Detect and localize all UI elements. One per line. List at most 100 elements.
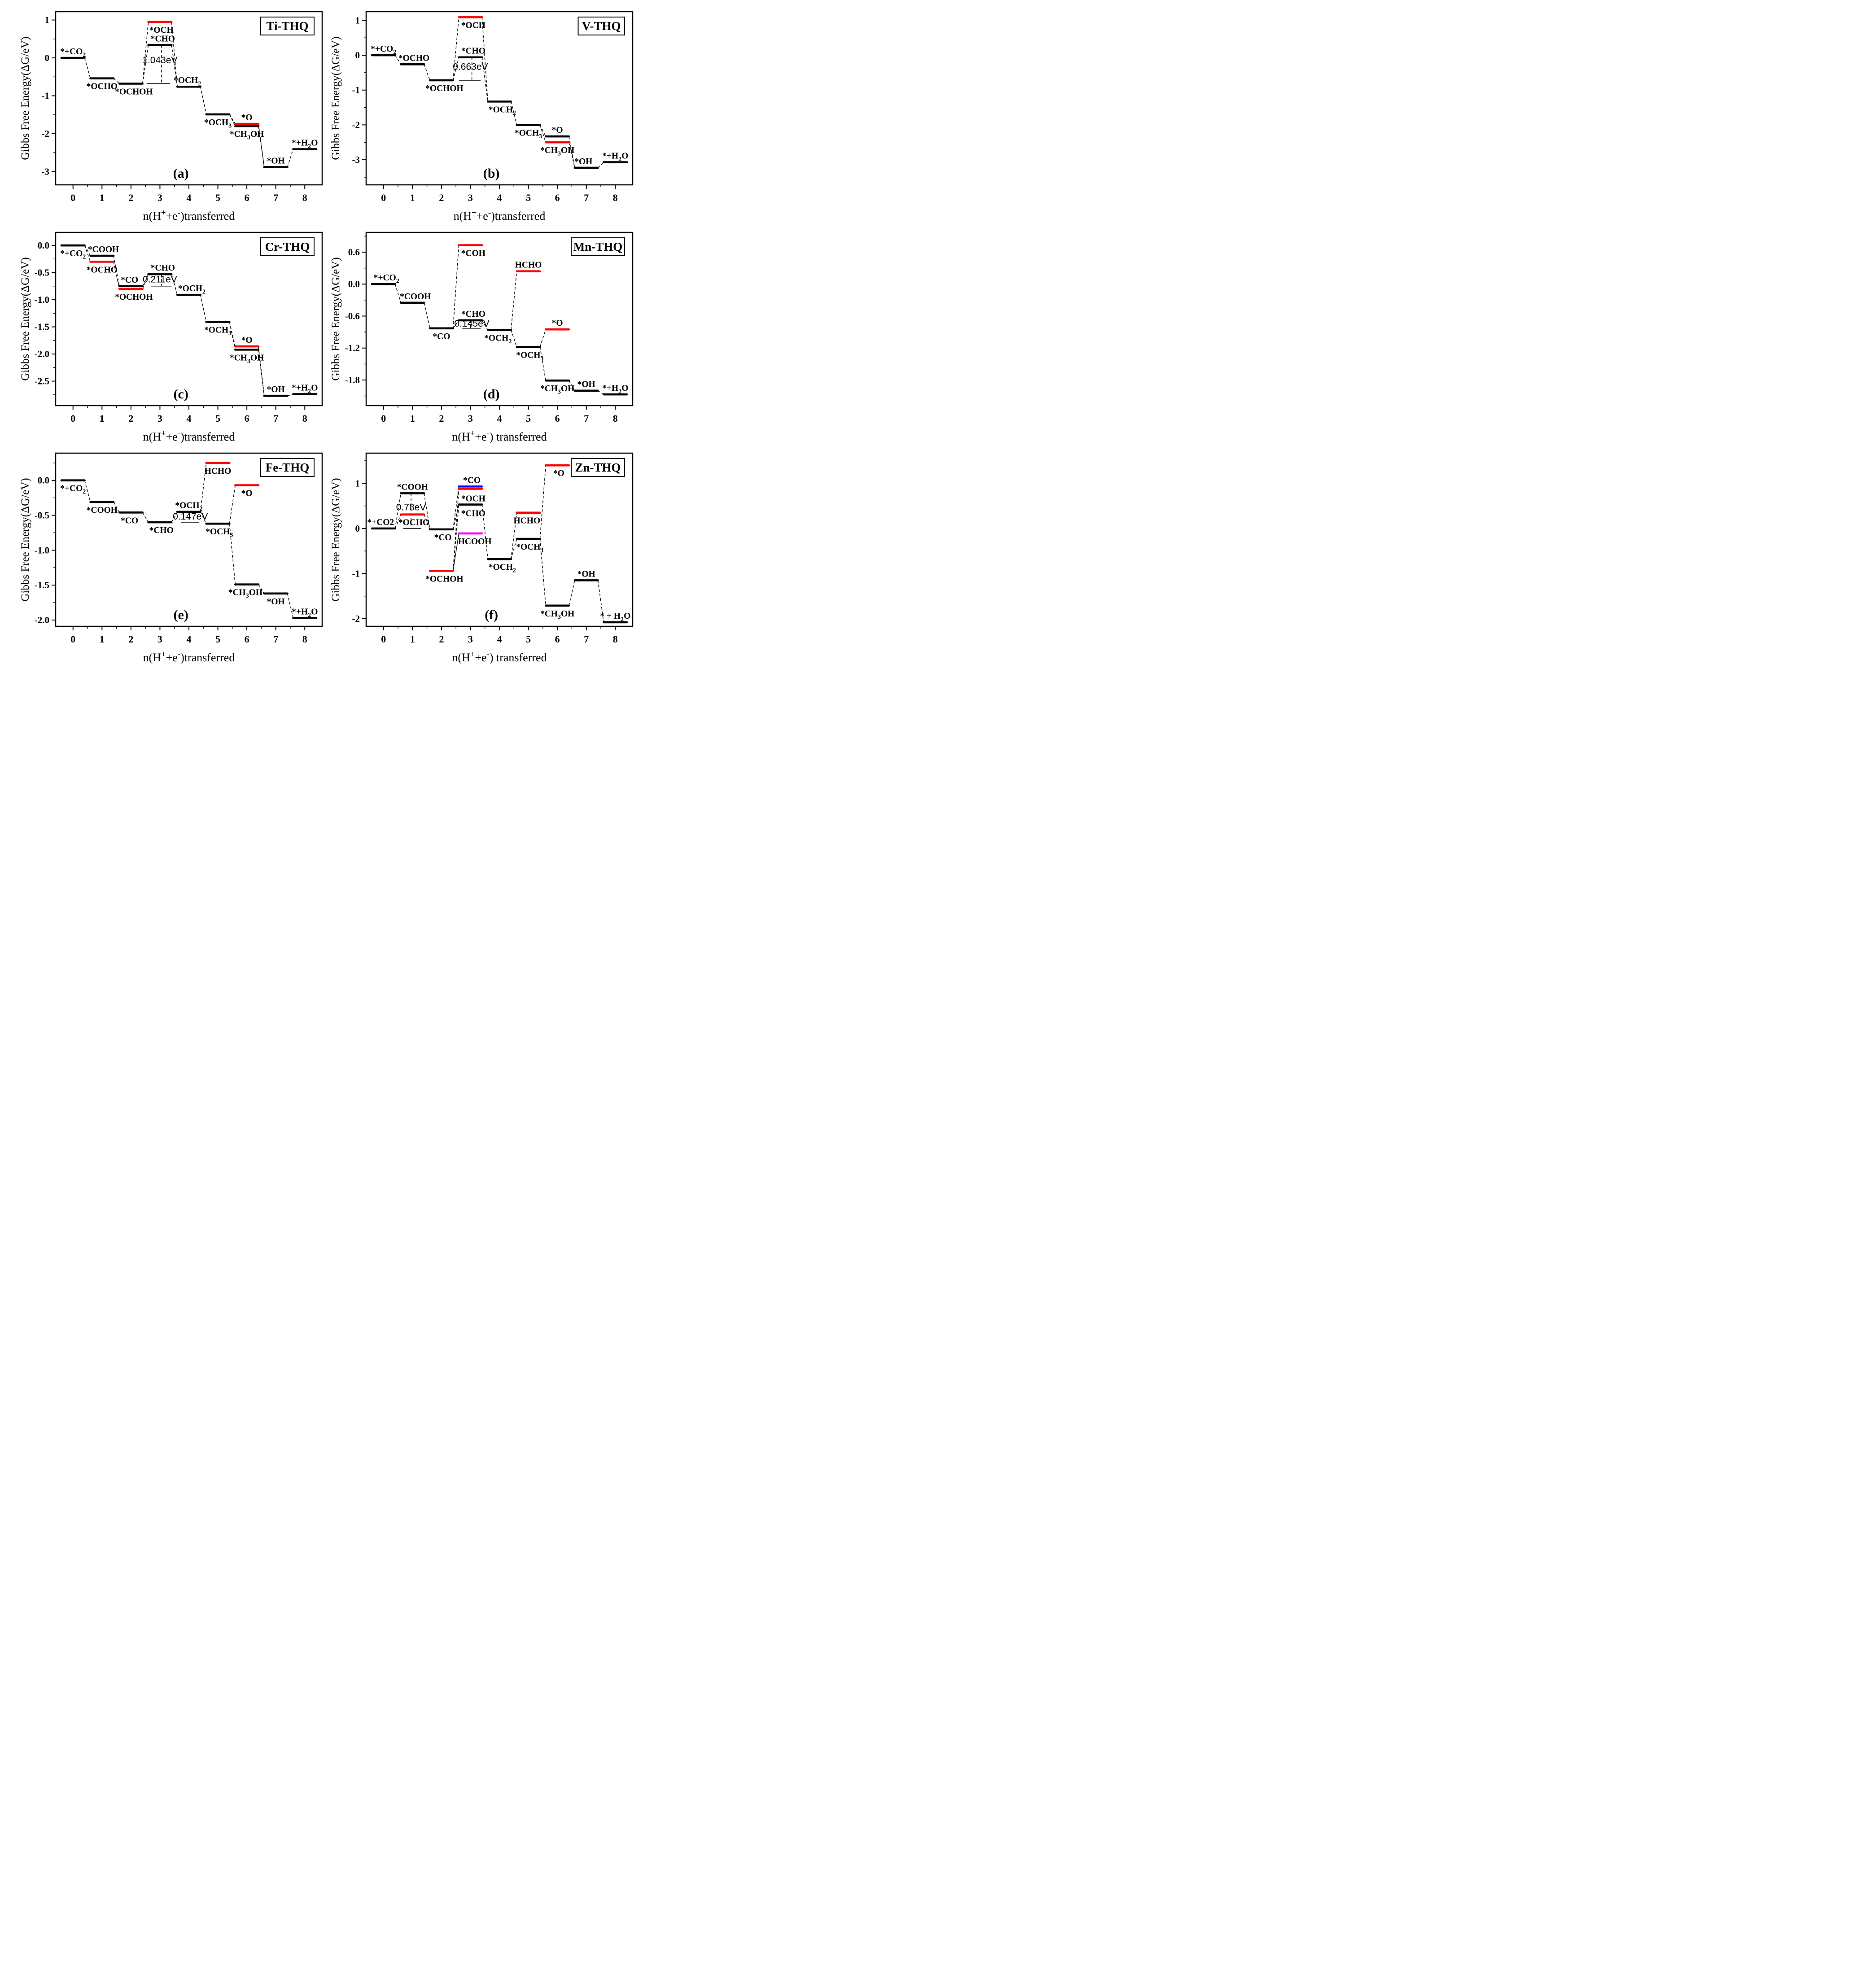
species-label: *OCH3 (516, 542, 543, 554)
species-label: *OCH3 (206, 527, 233, 538)
x-tick-label: 1 (100, 192, 105, 203)
pathway-connector (511, 512, 517, 559)
x-tick-label: 3 (157, 634, 162, 645)
x-tick-label: 1 (100, 413, 105, 424)
y-tick-label: -1.2 (345, 343, 360, 354)
catalyst-title: V-THQ (582, 19, 621, 33)
species-label: *OCH (461, 21, 485, 30)
catalyst-title-box (571, 237, 625, 256)
pathway-connector (142, 22, 149, 84)
species-label: *OCH3 (204, 118, 232, 129)
x-tick-label: 5 (526, 413, 531, 424)
catalyst-title-box (577, 17, 625, 35)
pathway-connector (481, 320, 488, 330)
species-label: *CO (433, 332, 450, 341)
pathway-connector (453, 57, 459, 81)
species-label: *COOH (88, 245, 119, 254)
species-label: *O (241, 113, 253, 122)
species-label: * + H2O (600, 612, 630, 623)
pathway-connector (481, 17, 488, 102)
energy-diagram-cr-thq: 0.0 -0.5 -1.0 -1.5 -2.0 -2.5 0 1 2 3 4 5 6 7 8 n(H++e-)… (19, 232, 323, 443)
y-tick-label: 0.6 (348, 247, 360, 258)
panel-zn-thq: 1 0 -1 -2 0 1 2 3 4 5 6 7 8 n(H++e-) transferred Gibbs… (328, 449, 639, 669)
species-label: *COOH (87, 506, 118, 515)
pathway-connector (511, 538, 517, 559)
x-tick-label: 8 (613, 192, 618, 203)
species-label: *+CO2 (60, 249, 86, 260)
panel-v-thq: 1 0 -1 -2 -3 0 1 2 3 4 5 6 7 8 n(H++e-)transferred Gibb… (328, 7, 639, 228)
species-label: *OH (577, 380, 595, 389)
y-tick-label: -1.8 (345, 375, 360, 385)
y-tick-label: 1 (355, 478, 360, 489)
x-axis-title: n(H++e-)transferred (143, 208, 235, 223)
pathway-connector (171, 22, 178, 87)
species-label: HCHO (515, 261, 542, 270)
y-tick-label: -0.5 (35, 267, 49, 278)
pathway-connector (229, 524, 236, 585)
pathway-connector (258, 126, 265, 167)
x-tick-label: 3 (157, 413, 162, 424)
pathway-connector (394, 493, 402, 529)
x-axis-title: n(H++e-) transferred (452, 650, 547, 664)
x-tick-label: 7 (273, 192, 278, 203)
plot-border (365, 452, 634, 627)
species-label: *+H2O (292, 139, 318, 150)
species-label: *OCHO (398, 518, 429, 528)
x-tick-label: 2 (439, 413, 444, 424)
species-label: *+CO2 (371, 44, 396, 56)
species-label: *CH3OH (230, 130, 264, 141)
x-tick-label: 8 (302, 634, 307, 645)
species-label: *OCH2 (484, 333, 512, 345)
x-axis-title: n(H++e-) transferred (452, 429, 547, 443)
pathway-connector (394, 284, 402, 303)
pathway-connector (511, 330, 517, 347)
species-label: *CO (434, 533, 452, 542)
species-label: *+H2O (602, 384, 628, 395)
x-tick-label: 2 (439, 192, 444, 203)
energy-diagram-v-thq: 1 0 -1 -2 -3 0 1 2 3 4 5 6 7 8 n(H++e-)transferred Gibb… (330, 11, 634, 223)
x-axis-title: n(H++e-)transferred (143, 429, 235, 443)
y-axis-title: Gibbs Free Energy(ΔG/eV) (19, 478, 31, 601)
y-tick-label: -0.6 (345, 310, 360, 321)
pathway-connector (452, 17, 459, 81)
species-label: *OCH2 (489, 563, 516, 574)
x-tick-label: 2 (128, 413, 133, 424)
pathway-connector (539, 329, 546, 347)
pathway-connector (113, 262, 120, 289)
y-tick-label: -3 (352, 154, 360, 165)
x-tick-label: 1 (410, 413, 415, 424)
figure-grid: 1 0 -1 -2 -3 0 1 2 3 4 5 6 7 8 n(H++e-)transferred Gibb… (0, 0, 634, 664)
x-axis-title: n(H++e-)transferred (454, 208, 546, 223)
pathway-connector (539, 347, 546, 381)
energy-diagram-mn-thq: 0.6 0.0 -0.6 -1.2 -1.8 0 1 2 3 4 5 6 7 8 n(H++e-) tran… (330, 232, 634, 443)
species-label: *CH3OH (230, 353, 264, 364)
catalyst-title: Cr-THQ (265, 240, 310, 253)
y-axis-title: Gibbs Free Energy(ΔG/eV) (19, 36, 31, 160)
pathway-connector (229, 322, 236, 350)
species-label: *OCHOH (425, 84, 464, 93)
species-label: *CH3OH (540, 384, 574, 395)
species-label: HCOOH (458, 537, 492, 546)
energy-diagram-fe-thq: 0.0 -0.5 -1.0 -1.5 -2.0 0 1 2 3 4 5 6 7 8 n(H++e-)tran… (19, 452, 323, 664)
x-tick-label: 6 (555, 413, 560, 424)
species-label: *OCH3 (204, 326, 232, 337)
catalyst-title-box (260, 458, 315, 477)
barrier-value-label: 0.663eV (453, 62, 488, 72)
x-tick-label: 3 (468, 192, 473, 203)
species-label: *+CO2 (367, 518, 394, 527)
pathway-connector (424, 64, 430, 81)
y-tick-label: -1.0 (35, 545, 49, 555)
energy-diagram-ti-thq: 1 0 -1 -2 -3 0 1 2 3 4 5 6 7 8 n(H++e-)transferred Gibb… (19, 11, 323, 223)
species-label: *OCHO (87, 82, 118, 92)
x-tick-label: 4 (497, 192, 502, 203)
species-label: *O (553, 469, 564, 478)
x-tick-label: 0 (70, 192, 75, 203)
species-label: *CH3OH (540, 609, 574, 620)
pathway-connector (200, 87, 207, 115)
y-tick-label: -1 (42, 91, 50, 101)
y-tick-label: -2 (352, 613, 360, 624)
pathway-connector (598, 162, 604, 168)
species-label: *CO (121, 275, 138, 285)
pathway-connector (569, 580, 575, 606)
pathway-connector (394, 55, 402, 65)
